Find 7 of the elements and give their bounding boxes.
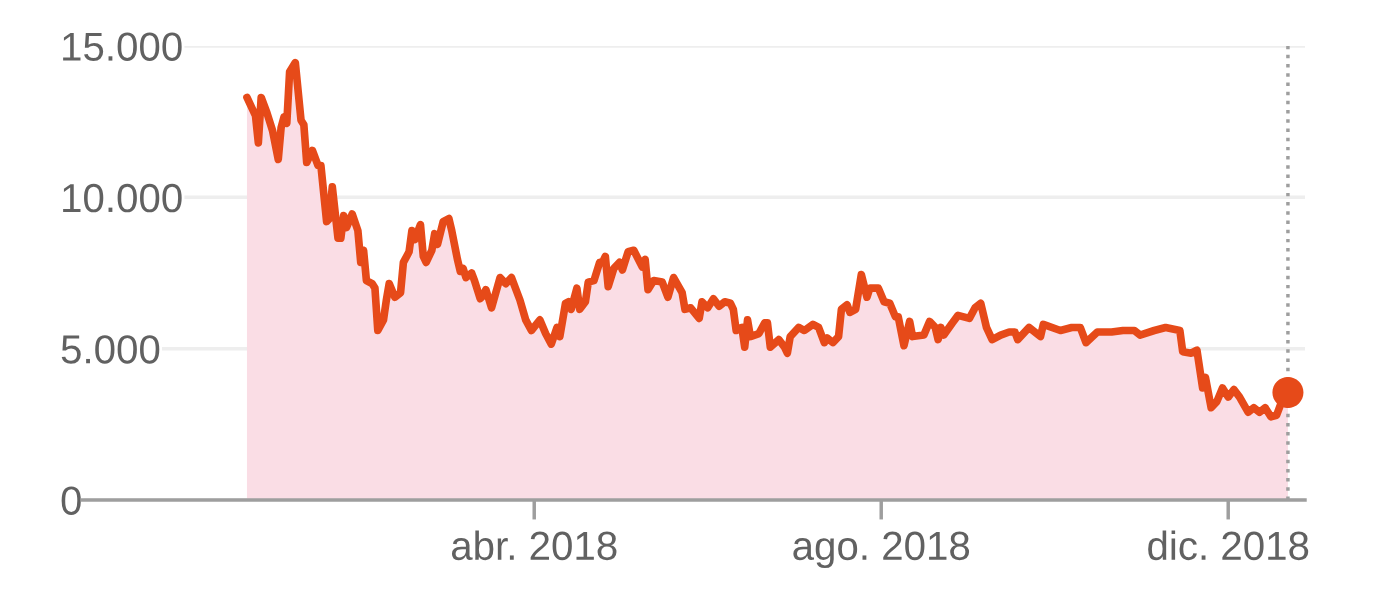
y-tick-label: 10.000: [63, 183, 182, 213]
y-tick-label: 15.000: [63, 32, 182, 61]
x-tick-label: ago. 2018: [793, 531, 970, 569]
y-tick-label: 5.000: [61, 335, 160, 364]
y-tick-label: 0: [61, 486, 81, 515]
x-tick-label: abr. 2018: [451, 530, 617, 561]
x-tick-label: dic. 2018: [1148, 530, 1309, 561]
